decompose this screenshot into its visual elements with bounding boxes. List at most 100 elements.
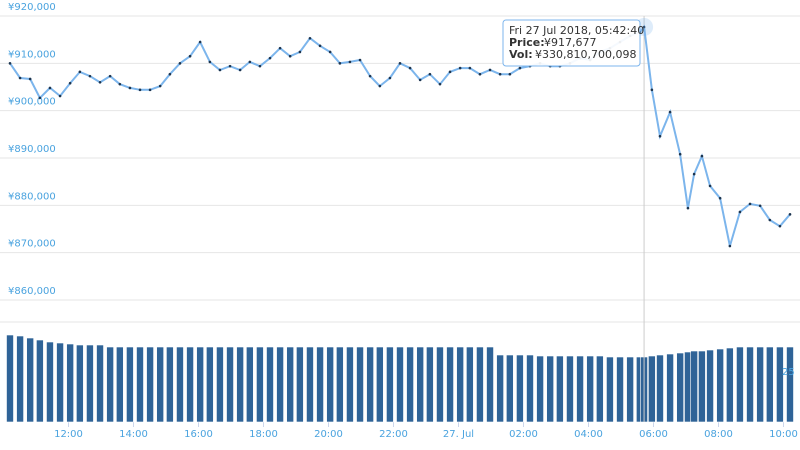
price-point: [258, 64, 262, 68]
price-point: [58, 94, 62, 98]
volume-bar: [316, 346, 324, 423]
x-tick-label: 18:00: [249, 429, 278, 440]
price-point: [28, 77, 32, 81]
volume-bar: [698, 350, 706, 423]
price-point: [438, 82, 442, 86]
volume-bar: [476, 346, 484, 423]
price-point: [78, 70, 82, 74]
price-point: [38, 96, 42, 100]
volume-bar: [226, 346, 234, 423]
volume-bar: [176, 346, 184, 423]
price-point: [758, 204, 762, 208]
y-tick-label: ¥920,000: [8, 2, 56, 13]
volume-bar: [526, 354, 534, 423]
volume-bar: [136, 346, 144, 423]
volume-bar: [256, 346, 264, 423]
price-point: [778, 224, 782, 228]
volume-bar: [736, 346, 744, 423]
price-point: [458, 66, 462, 70]
y-tick-label: ¥910,000: [8, 49, 56, 60]
volume-bar: [626, 356, 634, 423]
volume-bar: [156, 346, 164, 423]
volume-bar: [616, 356, 624, 423]
volume-bar: [56, 342, 64, 423]
price-point: [288, 54, 292, 58]
tooltip-vol: ¥330,810,700,098: [535, 48, 636, 61]
volume-bar: [576, 355, 584, 423]
volume-bar: [346, 346, 354, 423]
price-point: [108, 74, 112, 78]
price-point: [788, 213, 792, 216]
volume-bar: [246, 346, 254, 423]
price-point: [518, 66, 522, 70]
volume-bar: [386, 346, 394, 423]
volume-bar: [786, 346, 794, 423]
price-point: [478, 72, 482, 76]
price-point: [408, 66, 412, 70]
volume-bar: [6, 334, 14, 423]
price-point: [178, 62, 182, 65]
volume-bar: [456, 346, 464, 423]
volume-bar: [216, 346, 224, 423]
volume-bar: [436, 346, 444, 423]
volume-bar: [196, 346, 204, 423]
volume-bar: [516, 354, 524, 423]
price-point: [218, 68, 222, 72]
volume-bar: [486, 346, 494, 423]
volume-bar: [396, 346, 404, 423]
volume-bar: [276, 346, 284, 423]
price-point: [468, 66, 472, 70]
price-point: [8, 62, 12, 65]
tooltip-title: Fri 27 Jul 2018, 05:42:40: [509, 24, 644, 37]
volume-bar: [776, 346, 784, 423]
tooltip-price-label: Price:: [509, 36, 545, 49]
price-point: [128, 86, 132, 90]
volume-bar: [266, 346, 274, 423]
volume-bar: [306, 346, 314, 423]
price-point: [388, 76, 392, 80]
price-point: [718, 196, 722, 200]
volume-bar: [366, 346, 374, 423]
price-point: [298, 50, 302, 54]
volume-bar: [496, 354, 504, 423]
x-tick-label: 20:00: [314, 429, 343, 440]
volume-bar: [16, 335, 24, 423]
volume-bar: [416, 346, 424, 423]
volume-bar: [376, 346, 384, 423]
y-tick-label: ¥880,000: [8, 191, 56, 202]
price-point: [68, 81, 72, 85]
price-point: [668, 110, 672, 114]
price-point: [268, 56, 272, 60]
volume-bar: [66, 343, 74, 423]
volume-bar: [648, 355, 656, 423]
price-point: [508, 72, 512, 76]
price-point: [308, 36, 312, 40]
price-point: [498, 72, 502, 76]
volume-bar: [466, 346, 474, 423]
volume-bar: [556, 355, 564, 423]
volume-bar: [706, 349, 714, 423]
volume-bar: [446, 346, 454, 423]
price-point: [98, 80, 102, 84]
price-point: [448, 70, 452, 74]
volume-bar: [506, 354, 514, 423]
price-point: [358, 58, 362, 62]
price-point: [118, 82, 122, 86]
volume-bar: [166, 346, 174, 423]
volume-bar: [106, 346, 114, 423]
volume-bar: [726, 347, 734, 423]
price-point: [48, 86, 52, 90]
price-point: [748, 202, 752, 206]
volume-bar: [296, 346, 304, 423]
volume-bar: [36, 339, 44, 423]
price-point: [168, 72, 172, 76]
volume-bar: [566, 355, 574, 423]
volume-bar: [676, 352, 684, 423]
price-point: [188, 54, 192, 58]
volume-bar: [756, 346, 764, 423]
tooltip-price: ¥917,677: [544, 36, 597, 49]
price-point: [238, 68, 242, 72]
price-point: [642, 25, 646, 29]
volume-bar: [596, 355, 604, 423]
